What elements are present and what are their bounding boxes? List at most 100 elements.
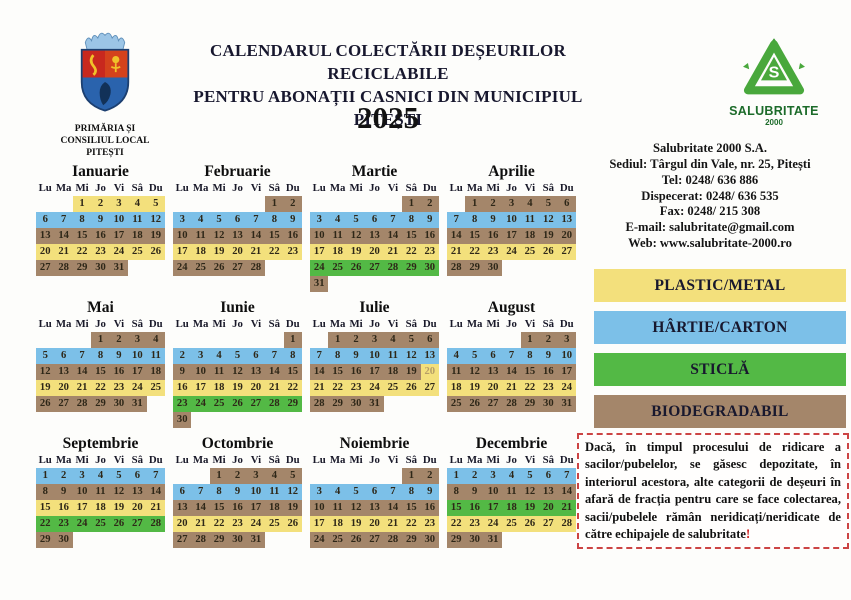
- day-cell: [365, 276, 383, 292]
- day-cell: 28: [383, 260, 403, 276]
- day-header: Sâ: [131, 318, 144, 330]
- day-cell: 9: [228, 484, 247, 500]
- day-cell: 19: [520, 500, 540, 516]
- day-cell: 22: [447, 516, 466, 532]
- day-cell: 3: [310, 484, 329, 500]
- day-cell: 30: [465, 532, 484, 548]
- warning-note-text: Dacă, în timpul procesului de ridicare a…: [585, 439, 841, 543]
- day-cell: [310, 196, 328, 212]
- legend-box-brown: BIODEGRADABIL: [594, 395, 846, 428]
- day-cell: 29: [447, 532, 466, 548]
- day-cell: 5: [465, 348, 484, 364]
- day-cell: 31: [365, 396, 384, 412]
- day-cell: 15: [465, 228, 484, 244]
- day-cell: 7: [502, 348, 521, 364]
- coat-caption: PRIMĂRIA ȘI CONSILIUL LOCAL PITEȘTI: [52, 124, 158, 160]
- day-cell: [310, 332, 328, 348]
- month-title: Iunie: [220, 299, 255, 316]
- day-header: Ma: [329, 318, 346, 330]
- week-row: 27 28 29 30 31: [36, 260, 165, 276]
- day-cell: 26: [346, 532, 366, 548]
- day-header: Mi: [486, 454, 500, 466]
- day-cell: 18: [328, 244, 347, 260]
- day-header: Du: [285, 182, 300, 194]
- day-cell: 15: [265, 228, 284, 244]
- day-cell: 16: [420, 228, 439, 244]
- day-cell: 21: [383, 516, 403, 532]
- day-cell: 5: [283, 468, 302, 484]
- day-cell: 6: [539, 468, 558, 484]
- day-cell: 19: [283, 500, 302, 516]
- day-cell: 12: [346, 228, 366, 244]
- day-cell: 30: [91, 260, 110, 276]
- day-cell: 20: [54, 380, 73, 396]
- month-februarie: Februarie Lu Ma Mi Jo Vi Sâ Du 1 2 3 4 5 6 7 8 9 10 11 12 13…: [173, 162, 302, 298]
- day-cell: 16: [54, 500, 73, 516]
- day-cell: 28: [246, 260, 266, 276]
- week-row: 18 19 20 21 22 23 24: [447, 380, 576, 396]
- day-header: Vi: [524, 182, 536, 194]
- day-cell: 28: [557, 516, 576, 532]
- day-cell: 20: [539, 500, 558, 516]
- day-cell: 18: [265, 500, 284, 516]
- day-cell: 9: [346, 348, 366, 364]
- day-cell: 10: [502, 212, 521, 228]
- day-header: Vi: [524, 454, 536, 466]
- day-cell: 7: [383, 212, 403, 228]
- day-header: Sâ: [268, 318, 281, 330]
- day-cell: 27: [539, 516, 558, 532]
- day-cell: 11: [146, 348, 165, 364]
- coat-caption-line: CONSILIUL LOCAL: [60, 135, 150, 146]
- day-header: Sâ: [405, 454, 418, 466]
- day-header: Du: [559, 454, 574, 466]
- day-cell: 21: [265, 380, 284, 396]
- week-row: 6 7 8 9 10 11 12: [173, 484, 302, 500]
- day-header: Mi: [349, 318, 363, 330]
- day-cell: 21: [72, 380, 92, 396]
- day-cell: 7: [310, 348, 329, 364]
- day-cell: 25: [328, 260, 347, 276]
- day-header: Jo: [232, 454, 243, 466]
- day-cell: 16: [283, 228, 302, 244]
- week-row: 7 8 9 10 11 12 13: [447, 212, 576, 228]
- day-cell: [228, 196, 246, 212]
- day-header: Mi: [486, 318, 500, 330]
- day-cell: 26: [283, 516, 302, 532]
- day-cell: 12: [36, 364, 55, 380]
- day-cell: 14: [383, 500, 403, 516]
- day-cell: 9: [283, 212, 302, 228]
- day-header: Mi: [349, 182, 363, 194]
- day-cell: 20: [173, 516, 192, 532]
- day-cell: 30: [420, 532, 439, 548]
- day-header: Sâ: [405, 182, 418, 194]
- day-cell: 11: [328, 500, 347, 516]
- day-header: Sâ: [542, 318, 555, 330]
- day-header-row: Lu Ma Mi Jo Vi Sâ Du: [447, 317, 576, 332]
- day-cell: 11: [265, 484, 284, 500]
- day-cell: 1: [447, 468, 466, 484]
- day-cell: 24: [483, 516, 503, 532]
- day-cell: 23: [109, 380, 129, 396]
- day-cell: 26: [228, 396, 247, 412]
- day-cell: 28: [54, 260, 73, 276]
- day-cell: [328, 468, 346, 484]
- day-cell: [110, 532, 128, 548]
- day-cell: 8: [465, 212, 484, 228]
- day-cell: 30: [420, 260, 439, 276]
- day-cell: [421, 276, 439, 292]
- day-cell: 14: [246, 228, 266, 244]
- day-cell: 28: [383, 532, 403, 548]
- week-row: 17 18 19 20 21 22 23: [310, 244, 439, 260]
- day-header: Lu: [449, 318, 463, 330]
- day-cell: [36, 196, 54, 212]
- day-header: Ma: [55, 318, 72, 330]
- day-cell: [73, 532, 91, 548]
- day-cell: [384, 276, 402, 292]
- day-cell: 30: [483, 260, 503, 276]
- day-cell: 19: [146, 228, 165, 244]
- day-cell: 15: [328, 364, 347, 380]
- day-cell: 12: [346, 500, 366, 516]
- day-cell: 4: [383, 332, 403, 348]
- week-row: 13 14 15 16 17 18 19: [173, 500, 302, 516]
